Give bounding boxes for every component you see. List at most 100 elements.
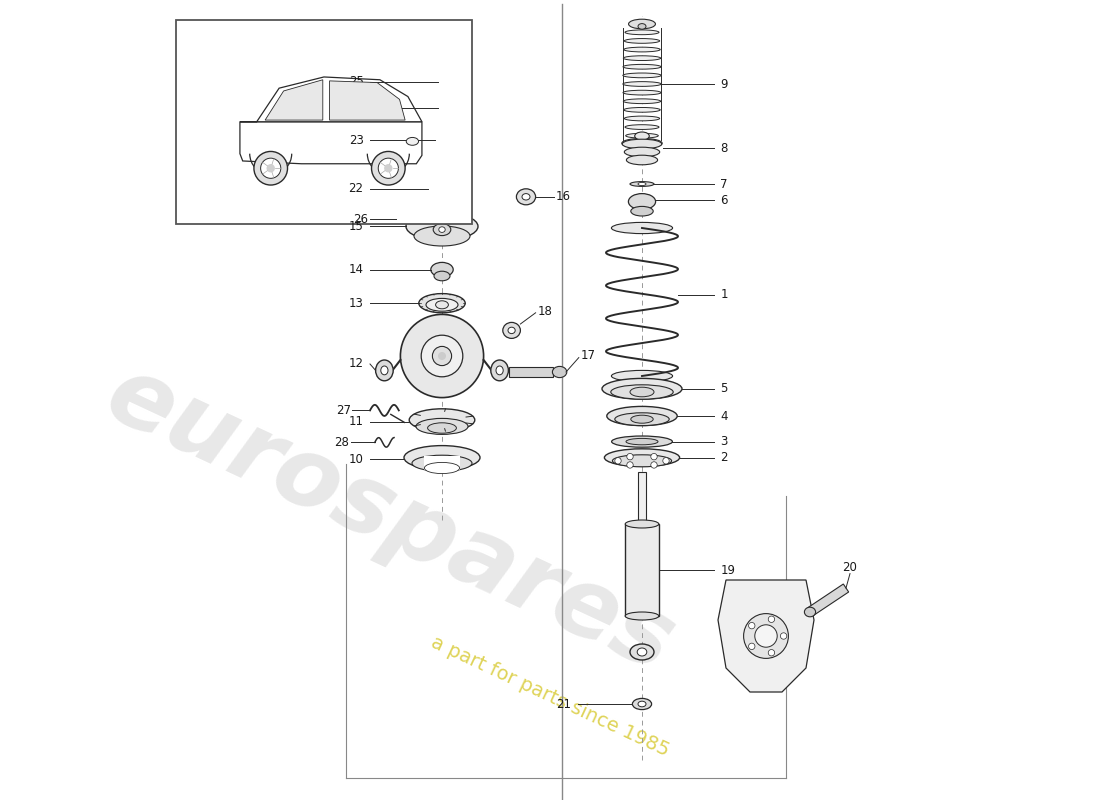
Text: a part for parts since 1985: a part for parts since 1985 bbox=[428, 632, 672, 760]
Ellipse shape bbox=[516, 189, 536, 205]
Ellipse shape bbox=[438, 101, 446, 109]
Circle shape bbox=[615, 458, 622, 464]
Bar bbox=[625, 524, 659, 616]
Ellipse shape bbox=[409, 409, 475, 431]
Ellipse shape bbox=[438, 196, 446, 204]
Ellipse shape bbox=[630, 182, 654, 186]
Polygon shape bbox=[265, 80, 322, 120]
Ellipse shape bbox=[425, 462, 460, 474]
Polygon shape bbox=[807, 584, 849, 616]
Ellipse shape bbox=[635, 132, 649, 140]
Ellipse shape bbox=[607, 406, 678, 426]
Text: 28: 28 bbox=[334, 436, 349, 449]
Text: 6: 6 bbox=[720, 194, 728, 206]
Ellipse shape bbox=[625, 125, 659, 130]
Text: 19: 19 bbox=[720, 563, 736, 577]
Text: 4: 4 bbox=[720, 410, 728, 422]
Ellipse shape bbox=[638, 701, 646, 707]
Text: 9: 9 bbox=[720, 78, 728, 90]
Ellipse shape bbox=[638, 23, 646, 29]
Ellipse shape bbox=[628, 194, 656, 210]
Ellipse shape bbox=[623, 90, 661, 95]
Ellipse shape bbox=[439, 227, 446, 232]
Ellipse shape bbox=[552, 366, 567, 378]
Circle shape bbox=[627, 462, 634, 468]
Text: 20: 20 bbox=[843, 561, 857, 574]
Circle shape bbox=[749, 643, 755, 650]
Bar bbox=[637, 194, 648, 211]
Ellipse shape bbox=[626, 134, 658, 138]
Ellipse shape bbox=[625, 612, 659, 620]
Ellipse shape bbox=[406, 212, 478, 240]
Text: 25: 25 bbox=[349, 75, 364, 88]
Ellipse shape bbox=[630, 644, 654, 660]
Text: 16: 16 bbox=[556, 190, 571, 203]
Ellipse shape bbox=[630, 206, 653, 216]
Ellipse shape bbox=[623, 82, 661, 86]
Ellipse shape bbox=[496, 366, 503, 374]
Circle shape bbox=[780, 633, 786, 639]
Circle shape bbox=[651, 462, 657, 468]
Ellipse shape bbox=[428, 422, 456, 434]
Ellipse shape bbox=[612, 370, 672, 382]
Ellipse shape bbox=[438, 74, 446, 82]
Circle shape bbox=[384, 164, 393, 173]
Ellipse shape bbox=[610, 385, 673, 399]
Text: 14: 14 bbox=[349, 263, 364, 276]
Ellipse shape bbox=[604, 449, 680, 466]
Ellipse shape bbox=[522, 194, 530, 200]
Ellipse shape bbox=[612, 222, 672, 234]
Polygon shape bbox=[718, 580, 814, 692]
Ellipse shape bbox=[637, 648, 647, 656]
Ellipse shape bbox=[621, 138, 662, 148]
Ellipse shape bbox=[416, 418, 468, 434]
Ellipse shape bbox=[625, 520, 659, 528]
Ellipse shape bbox=[404, 446, 480, 470]
Ellipse shape bbox=[406, 138, 419, 146]
Ellipse shape bbox=[624, 56, 661, 61]
Ellipse shape bbox=[626, 438, 658, 445]
Ellipse shape bbox=[638, 182, 646, 186]
Ellipse shape bbox=[436, 301, 449, 309]
Ellipse shape bbox=[491, 360, 508, 381]
Circle shape bbox=[421, 335, 463, 377]
Ellipse shape bbox=[434, 271, 450, 281]
Bar bbox=[509, 367, 553, 377]
Circle shape bbox=[266, 164, 275, 173]
Ellipse shape bbox=[434, 143, 449, 158]
Circle shape bbox=[744, 614, 789, 658]
Text: 15: 15 bbox=[349, 220, 364, 233]
Ellipse shape bbox=[602, 378, 682, 399]
Ellipse shape bbox=[412, 455, 472, 471]
Text: 8: 8 bbox=[720, 142, 728, 154]
Ellipse shape bbox=[612, 436, 672, 447]
Ellipse shape bbox=[804, 607, 815, 617]
Ellipse shape bbox=[624, 47, 660, 52]
Circle shape bbox=[261, 158, 280, 178]
Circle shape bbox=[651, 454, 657, 460]
Ellipse shape bbox=[396, 215, 408, 223]
Ellipse shape bbox=[381, 366, 388, 374]
Circle shape bbox=[438, 352, 446, 360]
Ellipse shape bbox=[628, 19, 656, 29]
Ellipse shape bbox=[624, 99, 661, 104]
Ellipse shape bbox=[625, 147, 660, 157]
Text: 22: 22 bbox=[349, 182, 364, 195]
Text: 23: 23 bbox=[349, 134, 364, 146]
Circle shape bbox=[400, 314, 484, 398]
Bar bbox=[425, 456, 460, 470]
Text: 2: 2 bbox=[720, 451, 728, 464]
Circle shape bbox=[755, 625, 778, 647]
Polygon shape bbox=[240, 77, 422, 122]
Circle shape bbox=[372, 151, 405, 185]
Circle shape bbox=[432, 346, 452, 366]
Ellipse shape bbox=[624, 107, 660, 112]
Ellipse shape bbox=[625, 38, 660, 43]
Text: eurospares: eurospares bbox=[91, 348, 689, 692]
Bar bbox=[438, 125, 446, 144]
Ellipse shape bbox=[414, 226, 470, 246]
Text: 12: 12 bbox=[349, 358, 364, 370]
Ellipse shape bbox=[623, 139, 662, 149]
Circle shape bbox=[663, 458, 669, 464]
Ellipse shape bbox=[433, 223, 451, 235]
